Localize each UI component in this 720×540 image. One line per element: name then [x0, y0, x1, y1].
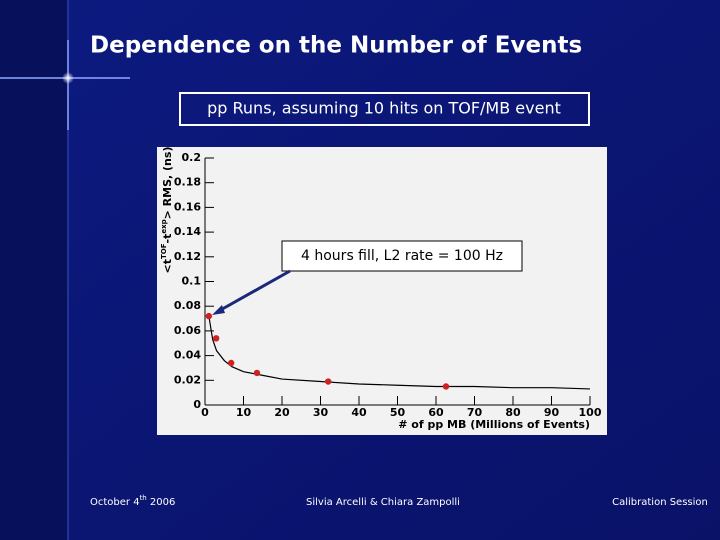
y-label-sup: exp: [160, 219, 168, 233]
y-tick-label: 0.12: [174, 250, 201, 263]
y-tick-label: 0.04: [174, 349, 201, 362]
x-tick-label: 100: [579, 406, 602, 419]
y-label-part: > RMS, (ns): [161, 147, 174, 220]
y-label-part: <t: [161, 259, 174, 273]
arrow-head: [212, 305, 225, 315]
subtitle: pp Runs, assuming 10 hits on TOF/MB even…: [207, 99, 561, 118]
point: [227, 359, 235, 367]
x-tick-label: 70: [467, 406, 483, 419]
plot: 0 0.02 0.04 0.06 0.08 0.1 0.12 0.14 0.16 0.18 0.2 0…: [160, 147, 602, 431]
subtitle-box: [179, 92, 590, 126]
footer-date: October 4th 2006: [90, 494, 175, 508]
footer-sup: th: [140, 494, 147, 502]
point: [442, 383, 450, 390]
y-axis-label: <tTOF-texp> RMS, (ns): [160, 147, 174, 274]
y-tick-label: 0.18: [174, 176, 201, 189]
annotation-box: [281, 240, 523, 272]
x-tick-label: 40: [351, 406, 367, 419]
footer-session: Calibration Session: [612, 497, 708, 508]
point: [325, 378, 332, 385]
x-tick-label: 10: [236, 406, 252, 419]
y-tick-label: 0.1: [182, 275, 202, 288]
y-tick-label: 0.14: [174, 225, 201, 238]
point: [205, 312, 213, 320]
footer-part: 2006: [147, 497, 176, 508]
y-tick-label: 0: [193, 398, 201, 411]
y-label-sup: TOF: [160, 243, 168, 259]
side-band: [0, 0, 68, 540]
point: [253, 369, 261, 377]
footer-authors: Silvia Arcelli & Chiara Zampolli: [306, 497, 460, 508]
y-tick-label: 0.06: [174, 324, 201, 337]
fit-curve: [208, 315, 591, 390]
x-tick-label: 0: [201, 406, 209, 419]
x-tick-label: 80: [505, 406, 521, 419]
x-tick-label: 20: [274, 406, 290, 419]
y-tick-label: 0.08: [174, 299, 201, 312]
y-tick-label: 0.2: [182, 151, 202, 164]
y-tick-label: 0.16: [174, 200, 201, 213]
y-tick-label: 0.02: [174, 373, 201, 386]
star: [62, 72, 74, 84]
x-tick-label: 90: [544, 406, 560, 419]
annotation-arrow: [216, 269, 291, 314]
point: [212, 335, 220, 342]
x-tick-label: 50: [390, 406, 406, 419]
x-tick-label: 30: [313, 406, 329, 419]
y-label-part: -t: [161, 234, 174, 244]
slide-title: Dependence on the Number of Events: [90, 33, 582, 59]
x-tick-label: 60: [428, 406, 444, 419]
annotation: 4 hours fill, L2 rate = 100 Hz: [301, 248, 503, 264]
x-axis-label: # of pp MB (Millions of Events): [398, 418, 590, 431]
footer-part: October 4: [90, 497, 140, 508]
chart-panel: [157, 147, 607, 435]
